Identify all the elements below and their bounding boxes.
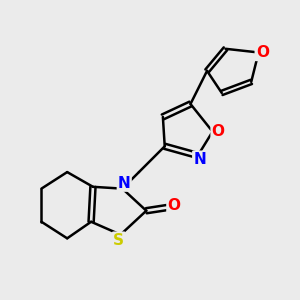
Text: N: N — [193, 152, 206, 167]
Text: N: N — [118, 176, 130, 190]
Text: O: O — [167, 198, 180, 213]
Text: S: S — [113, 233, 124, 248]
Text: O: O — [212, 124, 225, 139]
Text: O: O — [256, 45, 269, 60]
